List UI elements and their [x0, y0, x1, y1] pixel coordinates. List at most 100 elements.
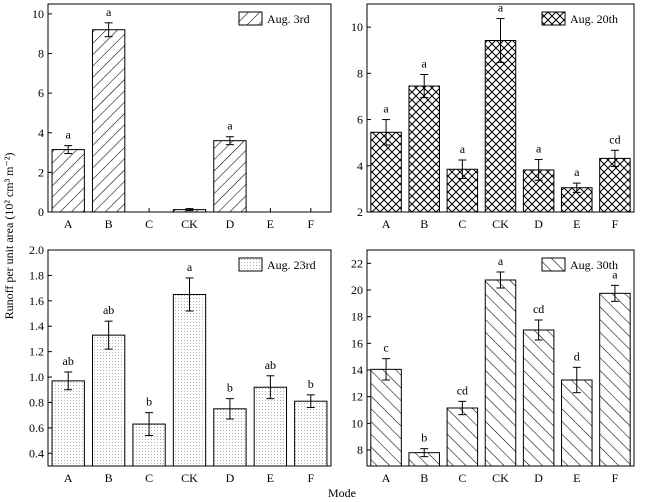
significance-label: a: [187, 260, 193, 274]
x-tick-label: B: [420, 217, 428, 231]
legend-label: Aug. 20th: [570, 12, 618, 26]
significance-label: ab: [265, 358, 276, 372]
significance-label: a: [422, 56, 428, 70]
panel-aug-23rd: 0.4 0.6 0.8 1.0 1.2 1.4 1.6 1.8 2.0 Aab Bab Cb CK a Db…: [29, 243, 332, 485]
x-tick-label: B: [105, 217, 113, 231]
bar: [446, 407, 479, 467]
legend-label: Aug. 23rd: [267, 258, 316, 272]
significance-label: a: [498, 254, 504, 268]
bar: [561, 379, 593, 467]
x-axis-label: Mode: [328, 486, 356, 500]
legend-label: Aug. 30th: [570, 258, 618, 272]
significance-label: a: [383, 102, 389, 116]
y-tick-label: 6: [357, 113, 363, 127]
x-tick-label: E: [573, 471, 580, 485]
x-tick-label: C: [145, 217, 153, 231]
x-tick-label: A: [382, 471, 391, 485]
y-tick-label: 2: [357, 205, 363, 219]
y-tick-label: 1.4: [29, 319, 44, 333]
x-tick-label: F: [612, 217, 619, 231]
bar: [599, 292, 631, 467]
legend-swatch: [541, 11, 566, 26]
x-tick-label: D: [226, 217, 235, 231]
y-tick-label: 0: [38, 205, 44, 219]
bar: [51, 149, 85, 213]
x-tick-label: E: [573, 217, 580, 231]
bar: [408, 85, 440, 213]
y-tick-label: 0.6: [29, 421, 44, 435]
significance-label: b: [421, 431, 427, 445]
bar: [213, 140, 247, 213]
y-tick-label: 8: [357, 443, 363, 457]
x-tick-label: D: [534, 217, 543, 231]
x-tick-label: D: [534, 471, 543, 485]
significance-label: cd: [609, 132, 620, 146]
x-tick-label: F: [612, 471, 619, 485]
x-tick-label: F: [307, 217, 314, 231]
x-tick-label: C: [458, 471, 466, 485]
significance-label: a: [574, 165, 580, 179]
x-tick-label: A: [64, 217, 73, 231]
plot-frame: [47, 3, 332, 213]
y-tick-label: 1.6: [29, 294, 44, 308]
bar: [91, 334, 126, 467]
bar: [484, 279, 517, 467]
y-tick-label: 22: [351, 256, 363, 270]
x-tick-label: B: [105, 471, 113, 485]
significance-label: a: [536, 142, 542, 156]
legend-label: Aug. 3rd: [267, 12, 310, 26]
x-tick-label: A: [382, 217, 391, 231]
x-tick-label: E: [267, 471, 274, 485]
y-tick-label: 1.2: [29, 345, 44, 359]
significance-label: cd: [533, 302, 544, 316]
significance-label: c: [383, 341, 388, 355]
bar: [294, 400, 328, 467]
significance-label: a: [612, 267, 618, 281]
legend-swatch: [541, 257, 566, 272]
bar: [484, 40, 517, 213]
panel-aug-3rd: 0 2 4 6 8 10 Aa Ba C CK Da E F Aug. 3rd: [32, 3, 332, 231]
legend-swatch: [238, 11, 263, 26]
x-tick-label: D: [226, 471, 235, 485]
x-tick-label: B: [420, 471, 428, 485]
y-tick-label: 2.0: [29, 243, 44, 257]
bar: [370, 368, 402, 467]
significance-label: d: [574, 349, 580, 363]
x-tick-label: F: [307, 471, 314, 485]
bar: [253, 386, 288, 467]
panel-aug-20th: 2 4 6 8 10 Aa Ba Ca CK a Da Ea Fcd Aug. 20th: [351, 1, 635, 231]
x-tick-label: E: [267, 217, 274, 231]
bar: [172, 293, 207, 467]
bar: [91, 29, 126, 213]
y-tick-label: 12: [351, 390, 363, 404]
x-tick-label: CK: [181, 471, 198, 485]
y-tick-label: 16: [351, 336, 363, 350]
significance-label: a: [460, 142, 466, 156]
x-tick-label: C: [458, 217, 466, 231]
y-tick-label: 14: [351, 363, 363, 377]
significance-label: ab: [103, 303, 114, 317]
y-tick-label: 1.8: [29, 268, 44, 282]
significance-label: a: [66, 128, 72, 142]
bar: [522, 329, 555, 467]
y-tick-label: 20: [351, 283, 363, 297]
y-tick-label: 2: [38, 165, 44, 179]
y-tick-label: 0.8: [29, 395, 44, 409]
significance-label: a: [498, 1, 504, 15]
y-tick-label: 8: [38, 47, 44, 61]
y-axis-label: Runoff per unit area (10² cm³ m⁻²): [2, 153, 16, 320]
significance-label: b: [146, 395, 152, 409]
y-tick-label: 18: [351, 310, 363, 324]
significance-label: b: [227, 381, 233, 395]
y-tick-label: 6: [38, 86, 44, 100]
y-tick-label: 10: [32, 7, 44, 21]
bar: [51, 380, 85, 467]
significance-label: b: [308, 377, 314, 391]
x-tick-label: CK: [492, 471, 509, 485]
x-tick-label: A: [64, 471, 73, 485]
significance-label: ab: [63, 354, 74, 368]
y-tick-label: 10: [351, 416, 363, 430]
x-tick-label: CK: [492, 217, 509, 231]
